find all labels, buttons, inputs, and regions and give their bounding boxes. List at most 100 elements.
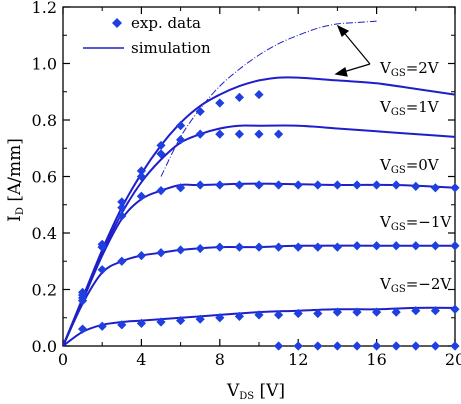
exp-data-point	[274, 310, 284, 320]
exp-data-point	[430, 341, 440, 351]
exp-data-point	[352, 180, 362, 190]
experimental-points	[78, 89, 460, 351]
simulation-curve-0	[62, 76, 456, 347]
y-axis-title-main: I	[5, 215, 25, 222]
simulation-curve-1	[62, 124, 456, 347]
exp-data-point	[195, 243, 205, 254]
exp-data-point	[352, 341, 362, 351]
exp-data-point	[313, 308, 323, 319]
x-tick-label: 8	[215, 350, 225, 369]
legend-label-exp: exp. data	[131, 14, 201, 32]
y-tick-label: 1.2	[32, 0, 57, 17]
y-axis-title: ID [A/mm]	[5, 138, 26, 222]
y-tick-label: 0.6	[32, 168, 57, 187]
arrow-up-head	[336, 24, 350, 37]
exp-data-point	[430, 183, 440, 193]
exp-data-point	[97, 321, 107, 331]
exp-data-point	[234, 242, 244, 252]
y-axis-title-sub: D	[15, 207, 26, 215]
legend-marker-diamond	[112, 18, 122, 28]
exp-data-point	[391, 307, 401, 317]
exp-data-point	[293, 341, 303, 351]
y-tick-label: 1.0	[32, 55, 57, 74]
exp-data-point	[372, 180, 382, 190]
vgs-label-main: V	[379, 275, 392, 293]
y-tick-label: 0.2	[32, 281, 57, 300]
exp-data-point	[254, 242, 264, 252]
vgs-label-sub: GS	[391, 165, 406, 176]
vgs-label-sub: GS	[391, 68, 406, 79]
exp-data-point	[176, 315, 186, 326]
exp-data-point	[293, 308, 303, 319]
exp-data-point	[450, 304, 460, 314]
exp-data-point	[97, 265, 107, 275]
vgs-label-main: V	[379, 213, 392, 231]
arrow-up-line	[340, 28, 371, 65]
exp-data-point	[391, 180, 401, 190]
exp-data-point	[78, 324, 88, 334]
exp-data-point	[234, 180, 244, 190]
exp-data-point	[156, 186, 166, 196]
exp-data-point	[411, 306, 421, 316]
exp-data-point	[234, 311, 244, 321]
vgs-label-value: =0V	[406, 156, 440, 174]
exp-data-point	[332, 180, 342, 190]
exp-data-point	[215, 98, 225, 108]
exp-data-point	[117, 211, 127, 221]
exp-data-point	[136, 191, 146, 201]
exp-data-point	[156, 140, 166, 151]
axis-ticks: 0 4 8 12 16 20 0.0 0.2 0.4 0.6 0.8 1.0 1.2	[32, 0, 461, 369]
exp-data-point	[274, 242, 284, 252]
exp-data-point	[136, 171, 146, 182]
exp-data-point	[78, 296, 88, 306]
y-tick-label: 0.4	[32, 224, 57, 243]
exp-data-point	[313, 242, 323, 252]
exp-data-point	[411, 341, 421, 351]
exp-data-point	[372, 307, 382, 317]
exp-data-point	[176, 121, 186, 131]
exp-data-point	[274, 180, 284, 190]
exp-data-point	[430, 306, 440, 316]
exp-data-point	[450, 241, 460, 251]
vgs-label-sub: GS	[391, 222, 406, 233]
exp-data-point	[215, 242, 225, 252]
vgs-label-0: VGS=2V	[379, 59, 440, 79]
exp-data-point	[176, 135, 186, 145]
exp-data-point	[195, 314, 205, 324]
vgs-label-main: V	[379, 156, 392, 174]
exp-data-point	[332, 341, 342, 351]
legend: exp. data simulation	[83, 14, 211, 57]
exp-data-point	[117, 197, 127, 207]
vgs-label-main: V	[379, 59, 392, 77]
exp-data-point	[352, 307, 362, 317]
exp-data-point	[332, 307, 342, 317]
legend-label-sim: simulation	[131, 39, 211, 57]
annotation-arrows	[334, 24, 371, 77]
vgs-label-value: =1V	[406, 98, 440, 116]
x-tick-label: 16	[366, 350, 386, 369]
x-axis-title-unit: [V]	[254, 381, 285, 401]
x-axis-title-sub: DS	[239, 391, 254, 402]
exp-data-point	[293, 180, 303, 190]
exp-data-point	[293, 242, 303, 252]
exp-data-point	[274, 341, 284, 351]
exp-data-point	[156, 149, 166, 159]
exp-data-point	[391, 341, 401, 351]
plot-frame	[62, 6, 456, 347]
exp-data-point	[176, 245, 186, 255]
x-tick-label: 0	[58, 350, 68, 369]
exp-data-point	[313, 341, 323, 351]
vgs-label-main: V	[379, 98, 392, 116]
exp-data-point	[254, 310, 264, 320]
x-axis-title-main: V	[226, 381, 240, 401]
x-axis-title: VDS [V]	[226, 381, 285, 402]
plot-area	[62, 6, 456, 347]
exp-data-point	[274, 129, 284, 139]
exp-data-point	[215, 129, 225, 139]
exp-data-point	[372, 241, 382, 251]
exp-data-point	[156, 317, 166, 327]
exp-data-point	[195, 106, 205, 117]
vgs-label-4: VGS=−2V	[379, 275, 452, 295]
exp-data-point	[195, 129, 205, 139]
